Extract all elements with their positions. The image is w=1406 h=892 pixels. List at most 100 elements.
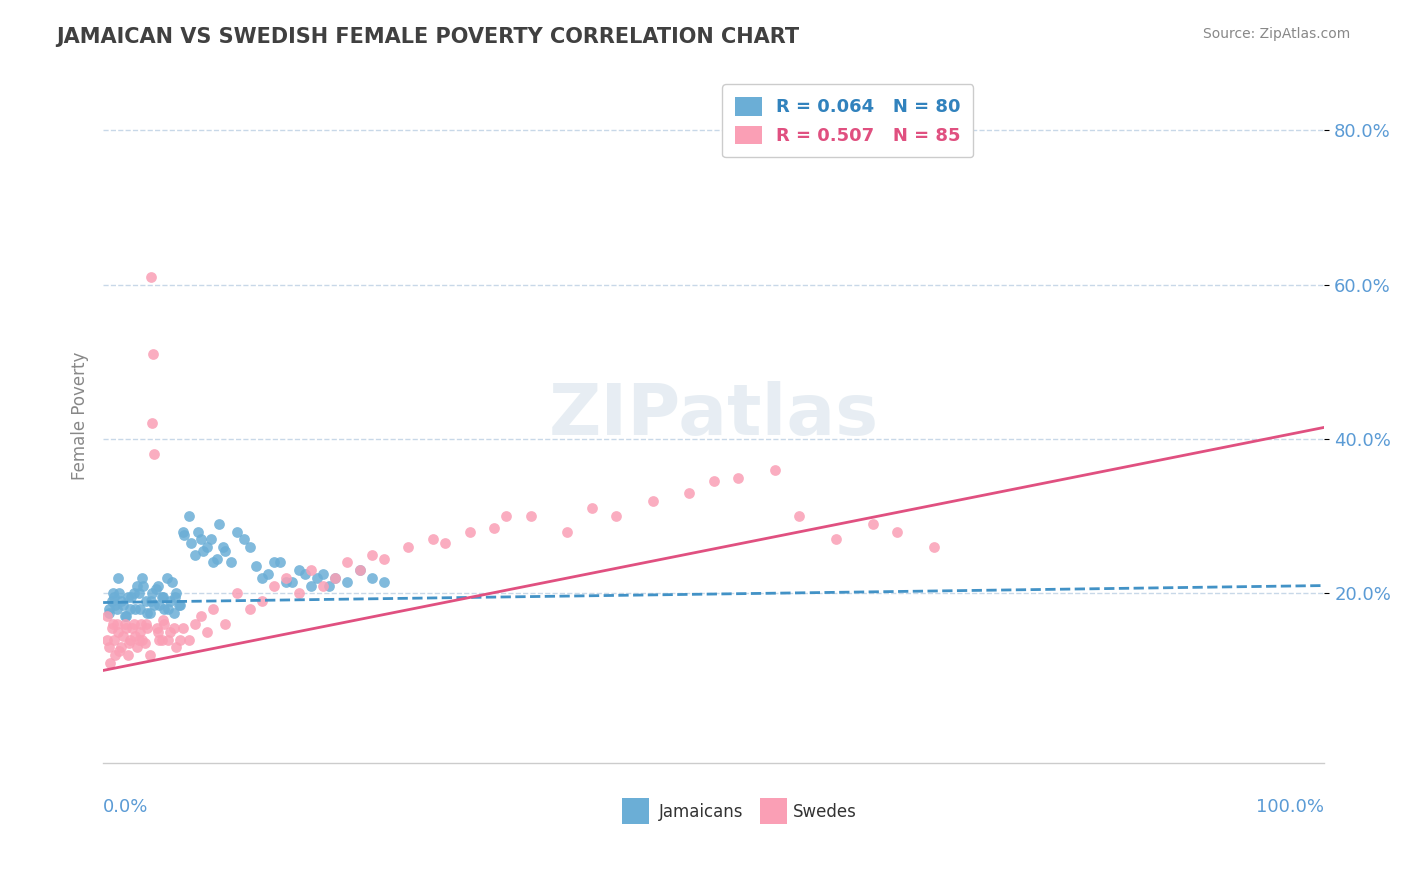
- Point: [276, 574, 298, 589]
- Point: [100, 656, 122, 670]
- Point: [195, 624, 218, 639]
- Point: [202, 555, 225, 569]
- Point: [263, 578, 285, 592]
- Point: [104, 648, 127, 662]
- Point: [183, 617, 205, 632]
- Point: [103, 632, 125, 647]
- Point: [128, 632, 150, 647]
- Point: [101, 617, 124, 632]
- Point: [257, 566, 280, 581]
- FancyBboxPatch shape: [623, 797, 650, 824]
- Point: [96, 609, 118, 624]
- Point: [101, 586, 124, 600]
- Point: [121, 621, 143, 635]
- Point: [862, 516, 884, 531]
- Point: [138, 606, 160, 620]
- Point: [200, 533, 222, 547]
- Point: [139, 269, 162, 284]
- Point: [555, 524, 578, 539]
- Point: [180, 536, 202, 550]
- Text: 0.0%: 0.0%: [103, 797, 149, 815]
- Point: [349, 563, 371, 577]
- Point: [107, 624, 129, 639]
- Point: [159, 624, 181, 639]
- Point: [195, 540, 218, 554]
- Point: [434, 536, 457, 550]
- Point: [153, 617, 176, 632]
- Point: [118, 601, 141, 615]
- Point: [148, 632, 170, 647]
- Point: [141, 417, 163, 431]
- Point: [239, 601, 262, 615]
- Point: [165, 586, 187, 600]
- Text: Source: ZipAtlas.com: Source: ZipAtlas.com: [1202, 27, 1350, 41]
- Point: [250, 571, 273, 585]
- Point: [124, 601, 146, 615]
- Point: [152, 590, 174, 604]
- Point: [136, 606, 159, 620]
- Point: [136, 621, 159, 635]
- Point: [134, 636, 156, 650]
- Point: [127, 640, 149, 655]
- Point: [105, 601, 128, 615]
- Point: [156, 571, 179, 585]
- Point: [169, 632, 191, 647]
- Point: [727, 470, 749, 484]
- Text: Swedes: Swedes: [793, 803, 858, 821]
- Point: [111, 598, 134, 612]
- Point: [120, 590, 142, 604]
- Point: [177, 632, 200, 647]
- Point: [115, 609, 138, 624]
- Point: [226, 524, 249, 539]
- Point: [281, 574, 304, 589]
- Point: [141, 586, 163, 600]
- Point: [146, 621, 169, 635]
- Point: [214, 544, 236, 558]
- Point: [143, 447, 166, 461]
- Point: [122, 586, 145, 600]
- Point: [165, 590, 187, 604]
- Point: [287, 586, 309, 600]
- Point: [763, 463, 786, 477]
- Point: [519, 509, 541, 524]
- Point: [495, 509, 517, 524]
- Point: [787, 509, 810, 524]
- Point: [250, 594, 273, 608]
- Point: [269, 555, 291, 569]
- Point: [581, 501, 603, 516]
- Point: [208, 516, 231, 531]
- Point: [482, 521, 505, 535]
- Point: [190, 609, 212, 624]
- Point: [107, 571, 129, 585]
- Legend: R = 0.064   N = 80, R = 0.507   N = 85: R = 0.064 N = 80, R = 0.507 N = 85: [723, 85, 973, 158]
- Point: [129, 617, 152, 632]
- Point: [276, 571, 298, 585]
- Point: [117, 648, 139, 662]
- Point: [398, 540, 420, 554]
- Text: 100.0%: 100.0%: [1257, 797, 1324, 815]
- Point: [118, 636, 141, 650]
- Point: [373, 574, 395, 589]
- Point: [678, 486, 700, 500]
- Point: [108, 586, 131, 600]
- Point: [135, 594, 157, 608]
- Point: [110, 594, 132, 608]
- Point: [98, 606, 121, 620]
- Point: [167, 598, 190, 612]
- Point: [103, 590, 125, 604]
- Point: [146, 578, 169, 592]
- Point: [143, 598, 166, 612]
- Point: [110, 640, 132, 655]
- Point: [111, 629, 134, 643]
- Point: [202, 601, 225, 615]
- Point: [128, 624, 150, 639]
- Y-axis label: Female Poverty: Female Poverty: [72, 351, 89, 480]
- Point: [208, 0, 231, 10]
- Point: [156, 601, 179, 615]
- Point: [336, 555, 359, 569]
- Point: [163, 621, 186, 635]
- Point: [115, 621, 138, 635]
- Point: [104, 598, 127, 612]
- Point: [458, 524, 481, 539]
- Point: [172, 524, 194, 539]
